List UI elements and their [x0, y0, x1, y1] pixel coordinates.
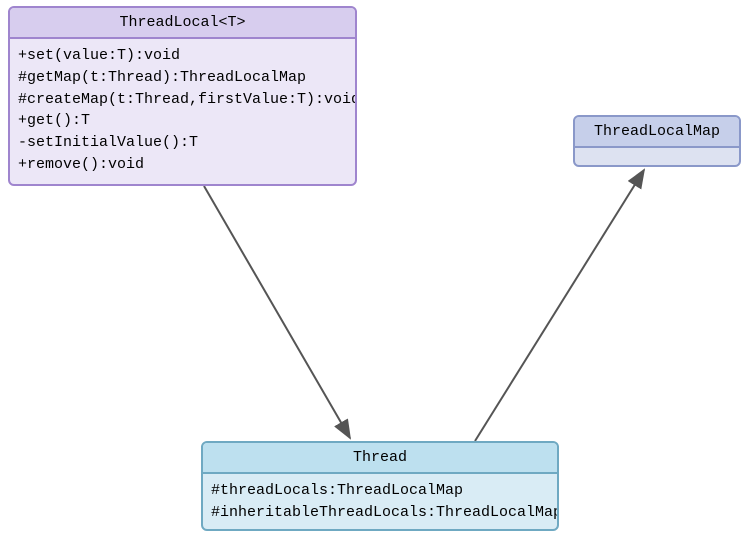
edge-arrow — [475, 170, 644, 441]
class-body: +set(value:T):void #getMap(t:Thread):Thr… — [10, 39, 355, 182]
class-member: +remove():void — [18, 154, 347, 176]
class-title: ThreadLocalMap — [575, 117, 739, 148]
class-member: +set(value:T):void — [18, 45, 347, 67]
diagram-canvas: ThreadLocal<T> +set(value:T):void #getMa… — [0, 0, 741, 535]
class-box-threadlocal: ThreadLocal<T> +set(value:T):void #getMa… — [8, 6, 357, 186]
class-member: #getMap(t:Thread):ThreadLocalMap — [18, 67, 347, 89]
edge-arrow — [204, 186, 350, 438]
class-member: #createMap(t:Thread,firstValue:T):void — [18, 89, 347, 111]
class-member: -setInitialValue():T — [18, 132, 347, 154]
class-title: ThreadLocal<T> — [10, 8, 355, 39]
class-box-threadlocalmap: ThreadLocalMap — [573, 115, 741, 167]
class-box-thread: Thread #threadLocals:ThreadLocalMap #inh… — [201, 441, 559, 531]
class-member: #threadLocals:ThreadLocalMap — [211, 480, 549, 502]
class-body: #threadLocals:ThreadLocalMap #inheritabl… — [203, 474, 557, 530]
class-member: #inheritableThreadLocals:ThreadLocalMap — [211, 502, 549, 524]
class-title: Thread — [203, 443, 557, 474]
class-member: +get():T — [18, 110, 347, 132]
class-body — [575, 148, 739, 162]
